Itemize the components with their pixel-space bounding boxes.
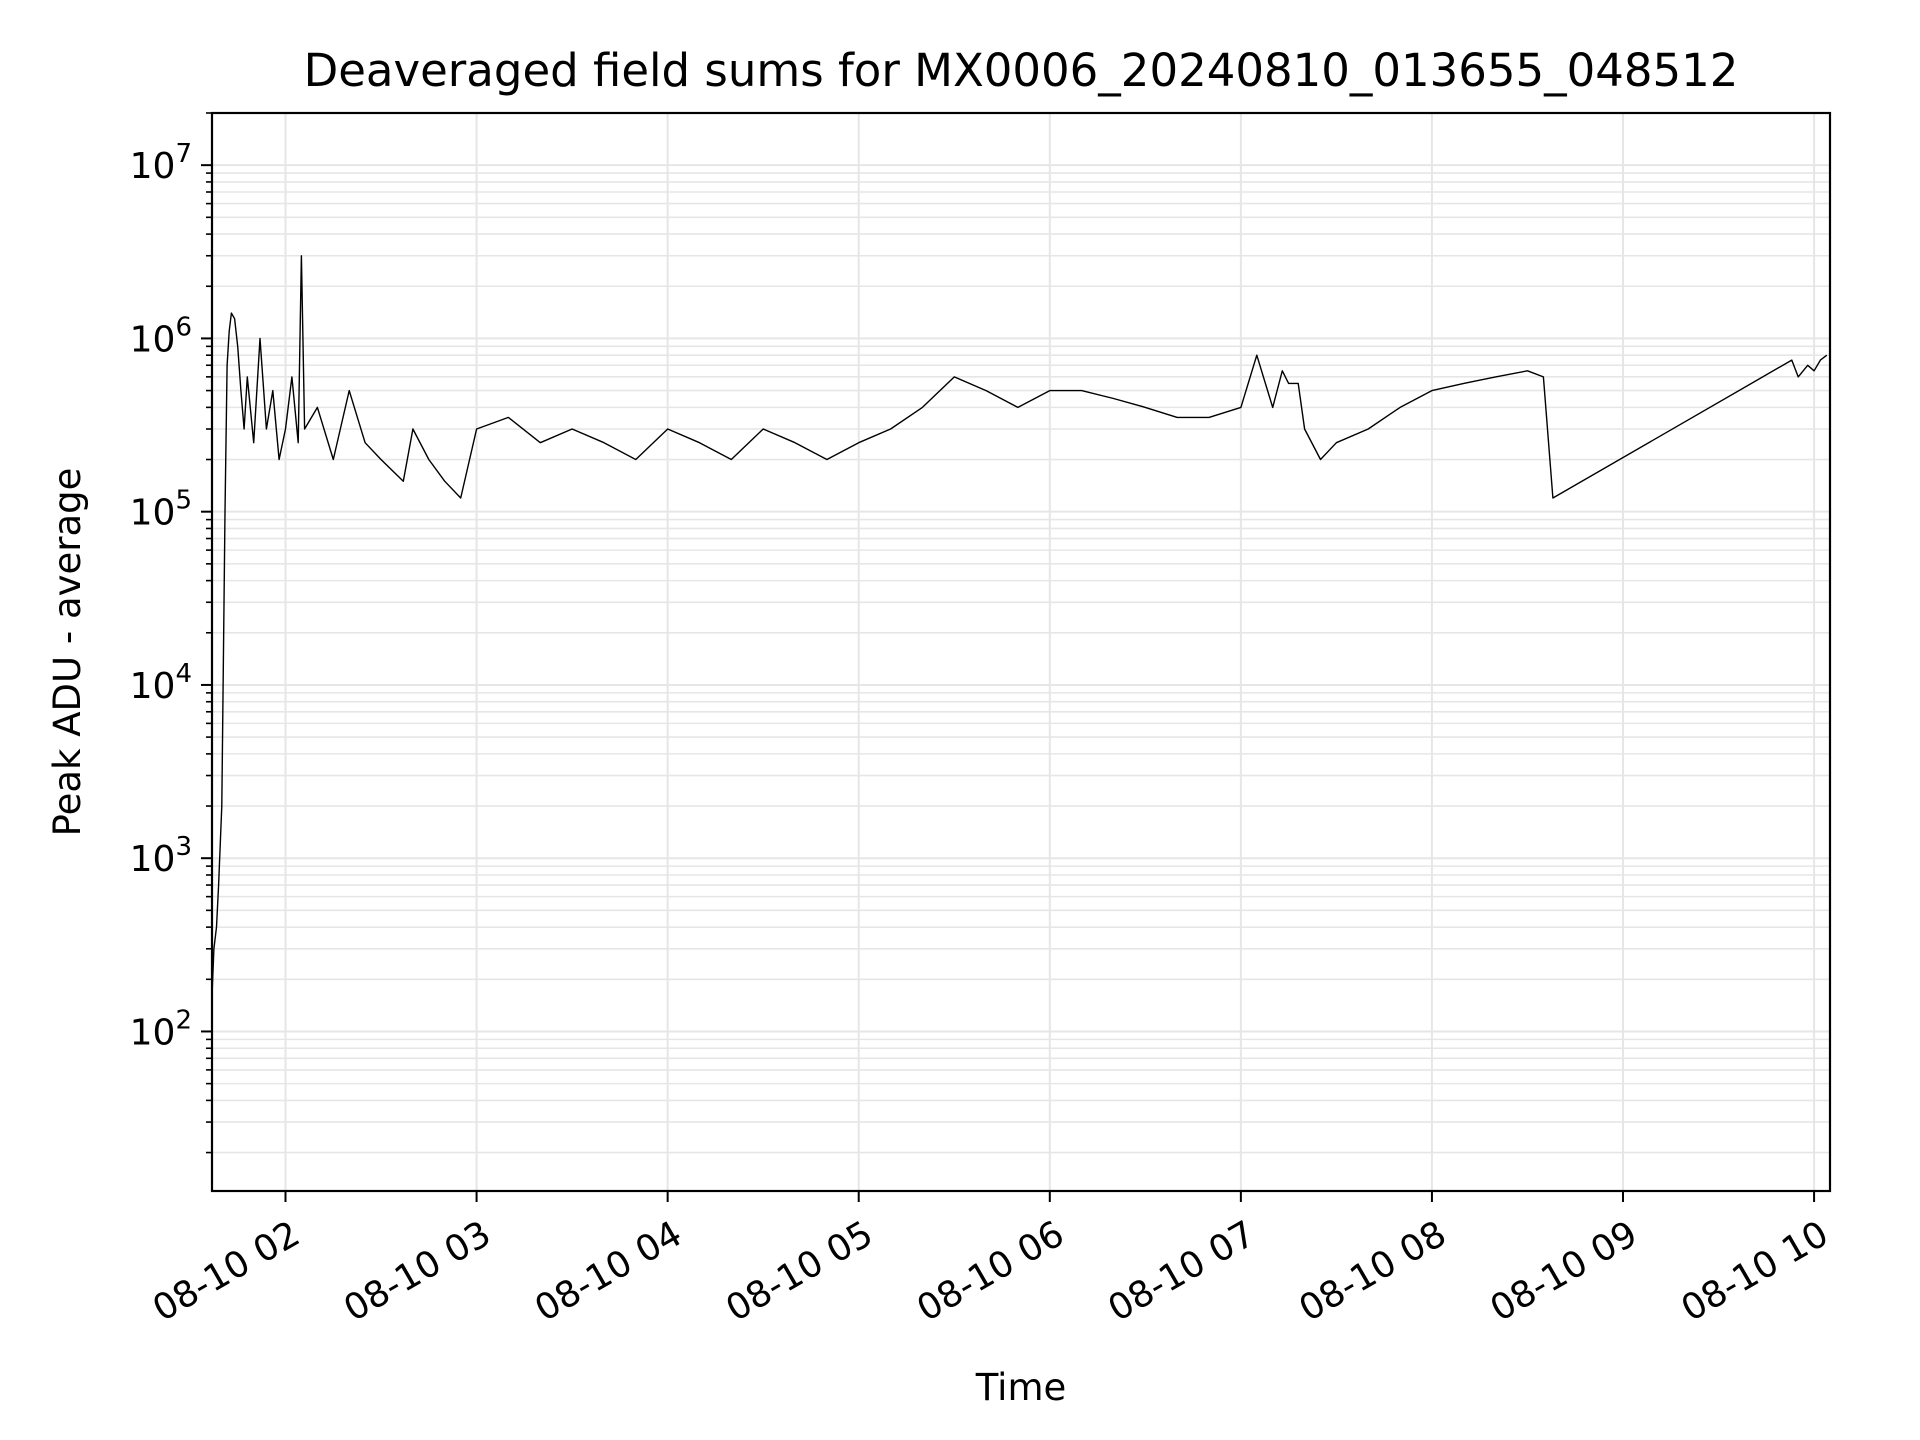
y-tick-label: 103 [130,832,192,880]
y-tick-label: 102 [130,1005,192,1053]
plot-frame [210,111,1832,1193]
series-line [211,255,1828,997]
y-axis: 102 103 104 105 106 107 [130,112,212,1154]
y-tick-label: 106 [130,312,192,360]
grid [212,112,1830,1191]
y-tick-label: 105 [130,486,192,534]
series-line-group [211,255,1828,997]
y-tick-label: 107 [130,139,192,187]
chart-title: Deaveraged field sums for MX0006_2024081… [304,44,1739,97]
y-axis-label: Peak ADU - average [46,468,89,837]
x-axis-label: Time [975,1366,1067,1409]
y-tick-label: 104 [130,659,192,707]
